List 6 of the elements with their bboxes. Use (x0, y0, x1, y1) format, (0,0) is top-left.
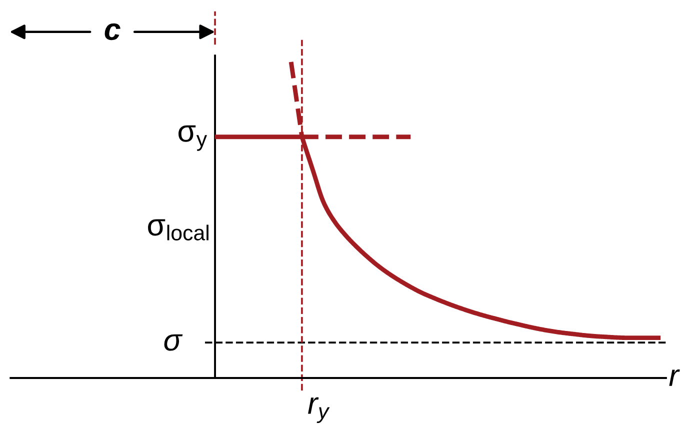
text: r$_{y}$ (308, 397, 330, 424)
x-axis-title: r (669, 369, 680, 386)
ref-line-label: σ (164, 334, 183, 351)
y-axis-title: σ$_{local}$ (148, 219, 208, 240)
text: σ$_{y}$ (178, 125, 208, 151)
text: c (104, 23, 120, 40)
